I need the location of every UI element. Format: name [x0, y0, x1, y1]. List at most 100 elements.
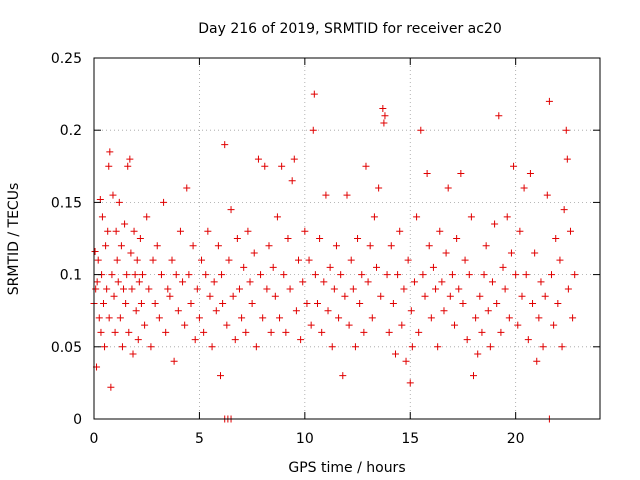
- data-point: [278, 162, 286, 170]
- data-point: [133, 256, 141, 264]
- data-point: [132, 307, 140, 315]
- data-point: [137, 299, 145, 307]
- data-point: [204, 227, 212, 235]
- y-tick-label: 0.1: [60, 268, 82, 284]
- data-point: [91, 247, 99, 255]
- data-point: [193, 285, 201, 293]
- data-point: [341, 292, 349, 300]
- data-point: [223, 321, 231, 329]
- data-point: [520, 184, 528, 192]
- data-point: [425, 242, 433, 250]
- data-point: [129, 350, 137, 358]
- data-point: [356, 299, 364, 307]
- data-point: [307, 321, 315, 329]
- data-point: [562, 126, 570, 134]
- data-point: [271, 292, 279, 300]
- data-point: [246, 278, 254, 286]
- data-point: [168, 256, 176, 264]
- data-point: [320, 278, 328, 286]
- data-point: [571, 271, 579, 279]
- data-point: [212, 307, 220, 315]
- data-point: [507, 249, 515, 257]
- data-point: [113, 256, 121, 264]
- data-point: [115, 198, 123, 206]
- y-axis-title: SRMTID / TECUs: [6, 183, 22, 296]
- data-point: [402, 357, 410, 365]
- data-point: [501, 285, 509, 293]
- data-point: [533, 357, 541, 365]
- data-point: [343, 191, 351, 199]
- data-point: [107, 383, 115, 391]
- data-point: [358, 271, 366, 279]
- data-point: [554, 299, 562, 307]
- data-point: [143, 213, 151, 221]
- data-point: [162, 328, 170, 336]
- data-point: [566, 227, 574, 235]
- data-point: [164, 285, 172, 293]
- data-point: [105, 314, 113, 322]
- data-point: [183, 184, 191, 192]
- data-point: [545, 97, 553, 105]
- data-point: [187, 299, 195, 307]
- y-tick-label: 0.05: [51, 340, 82, 356]
- data-point: [195, 314, 203, 322]
- data-point: [233, 235, 241, 242]
- data-point: [368, 314, 376, 322]
- data-point: [273, 213, 281, 221]
- data-point: [495, 112, 503, 120]
- data-point: [189, 242, 197, 250]
- data-point: [427, 314, 435, 322]
- data-point: [499, 263, 507, 271]
- y-tick-label: 0.25: [51, 51, 82, 67]
- data-point: [108, 271, 116, 279]
- data-point: [349, 285, 357, 293]
- data-point: [535, 314, 543, 322]
- data-point: [120, 285, 128, 293]
- data-point: [248, 299, 256, 307]
- data-point: [235, 285, 243, 293]
- data-point: [351, 343, 359, 351]
- data-point: [364, 278, 372, 286]
- data-point: [263, 285, 271, 293]
- data-point: [292, 307, 300, 315]
- data-point: [531, 249, 539, 257]
- data-point: [301, 227, 309, 235]
- data-point: [102, 242, 110, 250]
- data-point: [380, 119, 388, 127]
- data-point: [444, 184, 452, 192]
- data-point: [265, 242, 273, 250]
- x-tick-label: 15: [401, 431, 419, 447]
- data-point: [121, 220, 129, 228]
- data-point: [563, 155, 571, 163]
- data-point: [413, 213, 421, 221]
- data-point: [103, 285, 111, 293]
- data-point: [335, 314, 343, 322]
- data-point: [337, 271, 345, 279]
- data-point: [484, 307, 492, 315]
- data-point: [92, 285, 100, 293]
- data-point: [354, 235, 362, 242]
- data-point: [446, 292, 454, 300]
- data-point: [347, 256, 355, 264]
- data-point: [461, 256, 469, 264]
- y-tick-label: 0: [73, 412, 82, 428]
- data-point: [117, 242, 125, 250]
- data-point: [155, 314, 163, 322]
- data-point: [206, 292, 214, 300]
- data-point: [303, 299, 311, 307]
- data-point: [225, 256, 233, 264]
- data-point: [257, 271, 265, 279]
- data-point: [135, 278, 143, 286]
- data-point: [244, 227, 252, 235]
- data-point: [394, 271, 402, 279]
- data-point: [440, 307, 448, 315]
- data-point: [387, 242, 395, 250]
- data-point: [516, 227, 524, 235]
- data-point: [539, 343, 547, 351]
- data-point: [550, 321, 558, 329]
- data-point: [362, 162, 370, 170]
- data-point: [170, 357, 178, 365]
- data-point: [208, 343, 216, 351]
